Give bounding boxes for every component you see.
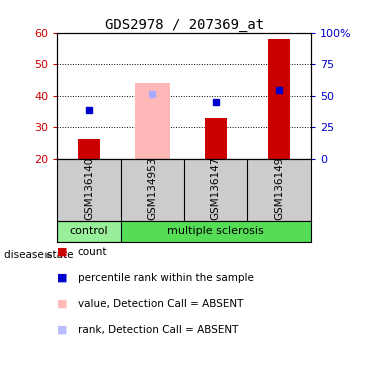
Text: GSM136140: GSM136140	[84, 157, 94, 220]
Bar	[135, 83, 170, 159]
Bar	[78, 139, 100, 159]
Text: disease state: disease state	[4, 250, 73, 260]
Text: ■: ■	[57, 325, 68, 335]
Text: value, Detection Call = ABSENT: value, Detection Call = ABSENT	[78, 299, 243, 309]
Text: rank, Detection Call = ABSENT: rank, Detection Call = ABSENT	[78, 325, 238, 335]
Text: GSM136147: GSM136147	[211, 157, 221, 220]
Text: ■: ■	[57, 273, 68, 283]
Text: count: count	[78, 247, 107, 257]
Bar	[57, 221, 121, 242]
Title: GDS2978 / 207369_at: GDS2978 / 207369_at	[104, 18, 264, 31]
Text: percentile rank within the sample: percentile rank within the sample	[78, 273, 253, 283]
Text: ■: ■	[57, 247, 68, 257]
Text: control: control	[70, 227, 108, 237]
Text: GSM134953: GSM134953	[147, 157, 157, 220]
Bar	[205, 118, 227, 159]
Text: multiple sclerosis: multiple sclerosis	[167, 227, 264, 237]
Text: GSM136149: GSM136149	[274, 157, 284, 220]
Text: ■: ■	[57, 299, 68, 309]
Bar	[268, 39, 290, 159]
